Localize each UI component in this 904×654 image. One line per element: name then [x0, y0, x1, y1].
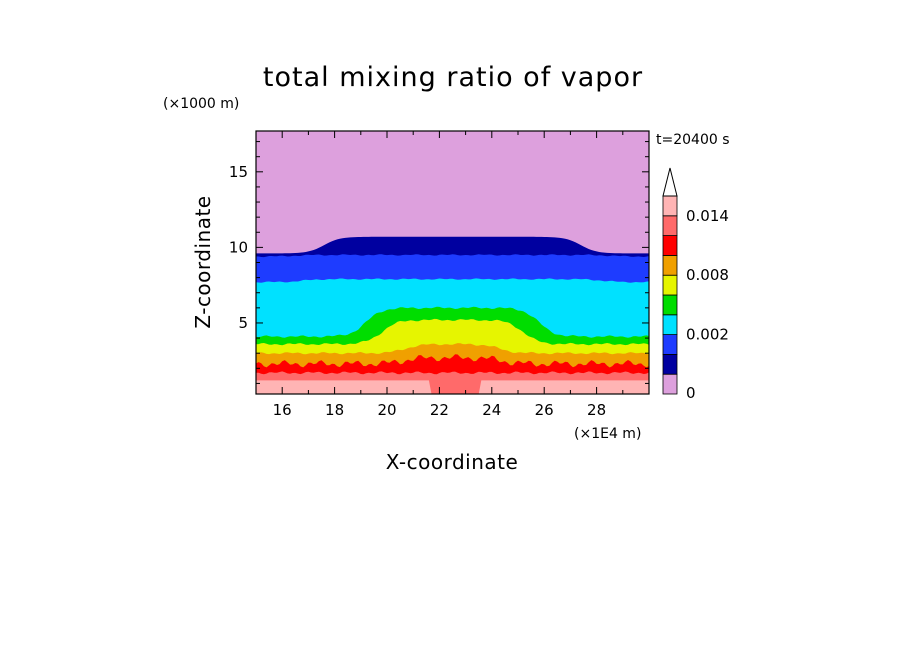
y-unit-label: (×1000 m) — [163, 96, 239, 112]
colorbar-swatch — [662, 353, 678, 375]
x-tick-label: 22 — [430, 401, 449, 419]
colorbar-swatch — [662, 373, 678, 395]
axis-ticks: 16 18 20 22 24 26 28 5 10 15 — [229, 131, 650, 419]
x-unit-label: (×1E4 m) — [574, 426, 641, 442]
colorbar-swatch — [662, 334, 678, 355]
colorbar-label: 0 — [686, 384, 696, 402]
colorbar-label: 0.008 — [686, 266, 729, 284]
colorbar-swatch — [662, 274, 678, 296]
x-tick-label: 18 — [325, 401, 344, 419]
time-label: t=20400 s — [656, 132, 730, 148]
colorbar-label: 0.014 — [686, 207, 729, 225]
colorbar-swatch — [662, 294, 678, 316]
x-tick-label: 26 — [535, 401, 554, 419]
x-tick-label: 20 — [377, 401, 396, 419]
y-tick-label: 15 — [229, 163, 248, 181]
colorbar-swatch — [662, 254, 678, 276]
contour-layer-8 — [256, 380, 649, 394]
colorbar: 0 0.002 0.008 0.014 — [662, 167, 729, 402]
colorbar-extend-arrow — [662, 167, 678, 197]
x-tick-label: 16 — [273, 401, 292, 419]
colorbar-swatch — [662, 215, 678, 237]
colorbar-swatch — [662, 195, 678, 217]
x-tick-label: 28 — [587, 401, 606, 419]
chart-title: total mixing ratio of vapor — [263, 62, 643, 93]
colorbar-label: 0.002 — [686, 326, 729, 344]
y-axis-label: Z-coordinate — [191, 195, 215, 328]
x-axis-label: X-coordinate — [386, 450, 519, 474]
colorbar-swatch — [662, 235, 678, 256]
colorbar-swatch — [662, 314, 678, 335]
contour-field — [256, 131, 649, 394]
y-tick-label: 10 — [229, 238, 248, 256]
y-tick-label: 5 — [238, 314, 248, 332]
x-tick-label: 24 — [482, 401, 501, 419]
